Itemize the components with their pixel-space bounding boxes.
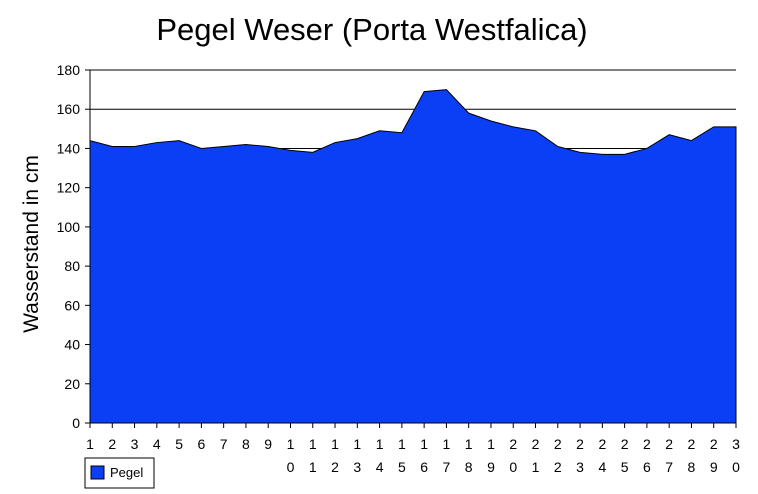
y-axis-ticks: 0 20 40 60 80 100 120 140 160 180: [57, 62, 90, 431]
y-tick-label: 140: [57, 140, 81, 156]
legend-label: Pegel: [110, 465, 143, 480]
y-tick-label: 100: [57, 219, 81, 235]
y-tick-label: 180: [57, 62, 81, 78]
y-tick-label: 0: [72, 415, 80, 431]
x-tick-label: 8: [242, 436, 250, 452]
x-tick-label: 1: [86, 436, 94, 452]
x-tick-label: 5: [175, 436, 183, 452]
y-tick-label: 80: [64, 258, 80, 274]
chart-title: Pegel Weser (Porta Westfalica): [156, 12, 587, 47]
plot-area: [89, 89, 737, 424]
series-area-pegel: [89, 89, 737, 424]
y-tick-label: 40: [64, 337, 80, 353]
x-tick-label: 2: [108, 436, 116, 452]
y-tick-label: 60: [64, 297, 80, 313]
x-tick-label: 4: [153, 436, 161, 452]
axes: [89, 70, 736, 424]
x-tick-label: 9: [264, 436, 272, 452]
x-tick-label: 6: [197, 436, 205, 452]
x-tick-label: 3: [131, 436, 139, 452]
y-tick-label: 160: [57, 101, 81, 117]
x-axis-ticks: 1 2 3 4 5 6 7 8 9 1 01 11 21 31 41 51 61 71 81 92 02 12 22 32 42…: [86, 423, 740, 475]
y-axis-label: Wasserstand in cm: [20, 155, 43, 333]
y-tick-label: 20: [64, 376, 80, 392]
legend-swatch: [90, 465, 105, 480]
y-tick-label: 120: [57, 180, 81, 196]
x-tick-label: 7: [220, 436, 228, 452]
legend: Pegel: [84, 457, 155, 489]
